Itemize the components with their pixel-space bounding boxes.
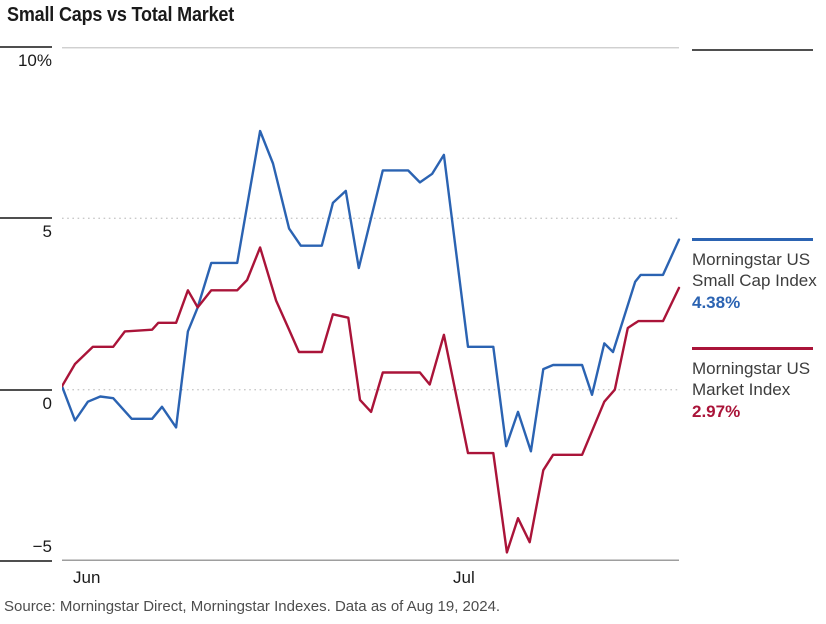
y-tick-rule-0 (0, 389, 52, 391)
market-line-swatch (692, 347, 813, 350)
plot-area (62, 47, 681, 562)
source-note: Source: Morningstar Direct, Morningstar … (4, 598, 501, 615)
x-tick-label-jun: Jun (73, 568, 101, 587)
y-tick-rule-10 (0, 46, 52, 48)
y-tick-label-5: 5 (42, 222, 52, 241)
series-line-market (62, 246, 681, 554)
market-value: 2.97% (692, 402, 741, 421)
y-tick-label-10: 10% (17, 51, 52, 70)
y-tick-rule--5 (0, 560, 52, 562)
y-tick-label--5: −5 (32, 537, 52, 556)
chart-title: Small Caps vs Total Market (7, 4, 235, 26)
small-cap-line-swatch (692, 238, 813, 241)
market-name-line1: Morningstar US (692, 359, 811, 378)
small-cap-value: 4.38% (692, 293, 741, 312)
y-tick-rule-5 (0, 217, 52, 219)
small-cap-name-line1: Morningstar US (692, 250, 811, 269)
small-cap-name-line2: Small Cap Index (692, 271, 817, 290)
series-line-small-cap (62, 129, 681, 453)
legend-top-rule (692, 49, 813, 51)
legend-item-market: Morningstar US Market Index 2.97% (692, 347, 824, 423)
x-tick-label-jul: Jul (453, 568, 475, 587)
legend-item-small-cap: Morningstar US Small Cap Index 4.38% (692, 238, 824, 314)
market-name-line2: Market Index (692, 380, 791, 399)
y-tick-label-0: 0 (42, 394, 52, 413)
